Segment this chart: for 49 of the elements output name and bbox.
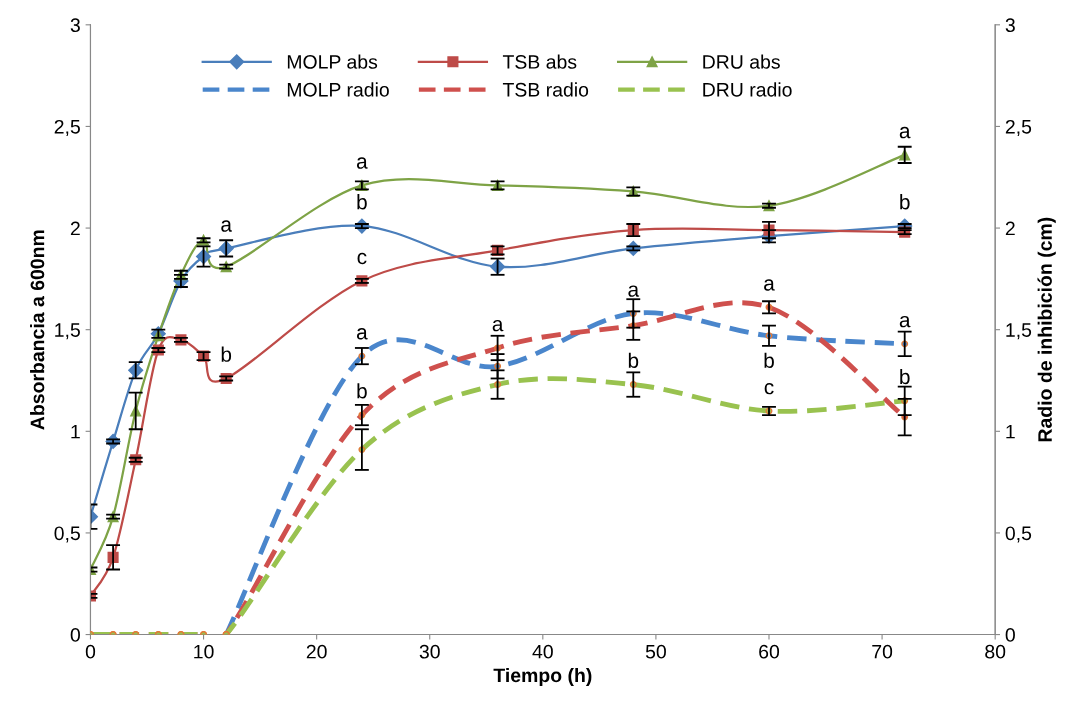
x-tick-label: 60 [759, 644, 780, 659]
x-tick-label: 10 [194, 644, 214, 659]
annotation: c [357, 252, 367, 265]
annotation: b [357, 383, 367, 399]
x-tick-label: 30 [419, 644, 440, 659]
annotation: a [764, 279, 775, 291]
y2-tick-label: 0 [1005, 628, 1015, 642]
x-tick-label: 70 [872, 644, 893, 659]
annotation: a [356, 328, 368, 340]
annotation: b [900, 194, 910, 210]
y-tick-label: 0,5 [54, 526, 80, 543]
y-tick-label: 3 [70, 18, 80, 33]
annotation: b [357, 194, 367, 210]
y2-tick-label: 2,5 [1005, 119, 1032, 136]
y2-tick-label: 3 [1005, 18, 1015, 33]
y2-tick-label: 1 [1006, 424, 1015, 439]
y-tick-label: 1,5 [55, 323, 80, 340]
annotation: a [899, 126, 911, 139]
x-axis-title: Tiempo (h) [493, 667, 592, 687]
legend-label: MOLP radio [287, 82, 389, 97]
x-tick-label: 80 [985, 644, 1006, 659]
y2-tick-label: 0,5 [1005, 526, 1032, 543]
annotation: b [900, 368, 910, 385]
annotation: a [221, 220, 232, 232]
y-axis-title: Absorbancia a 600nm [30, 230, 45, 430]
legend-label: DRU abs [703, 54, 780, 69]
x-tick-label: 0 [85, 644, 96, 659]
annotation: b [628, 352, 639, 368]
x-tick-label: 40 [532, 644, 553, 659]
annotation: a [628, 285, 640, 297]
legend-label: TSB radio [502, 82, 589, 97]
y2-tick-label: 1,5 [1006, 323, 1032, 340]
annotation: a [899, 315, 911, 328]
y2-tick-label: 2 [1005, 221, 1015, 236]
legend-label: DRU radio [703, 82, 792, 97]
y-tick-label: 0 [70, 628, 80, 642]
legend-label: TSB abs [502, 54, 577, 69]
y-tick-label: 2 [70, 221, 80, 236]
annotation: b [764, 352, 774, 368]
annotation: b [221, 346, 232, 362]
y2-axis-title: Radio de inhibición (cm) [1037, 217, 1056, 442]
annotation: a [492, 319, 504, 332]
annotation: c [764, 382, 774, 395]
y-tick-label: 2,5 [54, 119, 80, 136]
x-tick-label: 20 [306, 644, 327, 659]
x-tick-label: 50 [645, 644, 666, 659]
annotation: a [356, 157, 368, 169]
y-tick-label: 1 [71, 424, 80, 439]
legend-label: MOLP abs [287, 54, 378, 69]
